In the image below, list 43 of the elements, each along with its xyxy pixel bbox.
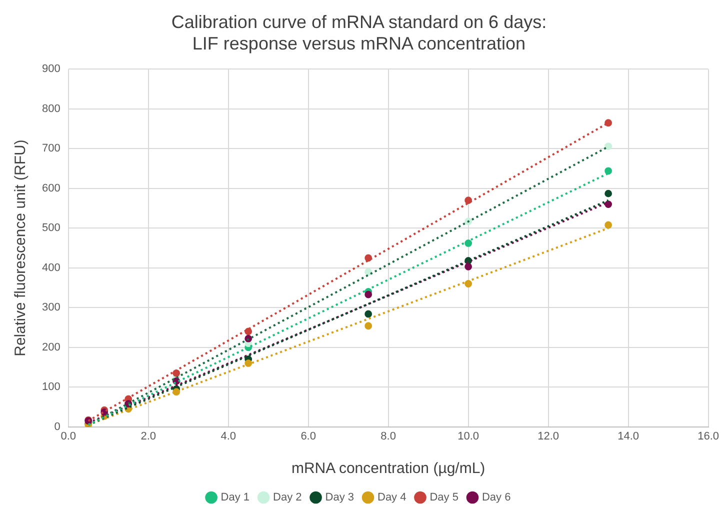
y-tick-label: 700	[42, 142, 60, 155]
legend-label: Day 5	[430, 492, 458, 504]
y-tick-label: 900	[42, 63, 60, 76]
point	[604, 200, 612, 208]
point	[364, 268, 372, 276]
point	[364, 310, 372, 318]
point	[244, 360, 252, 367]
y-tick-label: 600	[42, 182, 60, 194]
point	[464, 196, 472, 204]
chart-title: Calibration curve of mRNA standard on 6 days: LIF response versus mRNA concentration	[171, 12, 547, 54]
x-tick-label: 12.0	[538, 430, 560, 442]
legend-label: Day 6	[482, 492, 511, 504]
x-tick-label: 16.0	[698, 430, 720, 442]
y-tick-label: 800	[42, 102, 60, 115]
x-axis-title: mRNA concentration (µg/mL)	[291, 460, 486, 478]
y-tick-label: 0	[54, 420, 60, 433]
legend-label: Day 2	[273, 492, 302, 504]
x-tick-label: 6.0	[300, 430, 316, 442]
x-tick-label: 0.0	[60, 430, 76, 442]
point	[604, 167, 612, 175]
point	[464, 280, 472, 288]
y-tick-label: 100	[42, 381, 60, 394]
y-tick-label: 500	[42, 222, 60, 234]
point	[604, 119, 612, 127]
legend-label: Day 1	[220, 492, 250, 504]
point	[364, 290, 372, 298]
point	[464, 240, 472, 247]
point	[364, 322, 372, 330]
y-tick-label: 300	[42, 302, 60, 314]
x-tick-label: 14.0	[618, 430, 640, 442]
point	[464, 262, 472, 270]
x-tick-label: 8.0	[380, 430, 396, 442]
legend-label: Day 3	[325, 492, 354, 504]
y-tick-label: 400	[42, 262, 60, 274]
y-tick-label: 200	[42, 341, 60, 354]
point	[604, 142, 612, 150]
y-axis-title: Relative fluorescence unit (RFU)	[12, 140, 30, 356]
x-tick-label: 10.0	[458, 430, 480, 442]
x-tick-label: 2.0	[140, 430, 156, 442]
point	[604, 221, 612, 229]
legend-label: Day 4	[378, 492, 406, 504]
point	[604, 190, 612, 198]
x-tick-label: 4.0	[220, 430, 236, 442]
